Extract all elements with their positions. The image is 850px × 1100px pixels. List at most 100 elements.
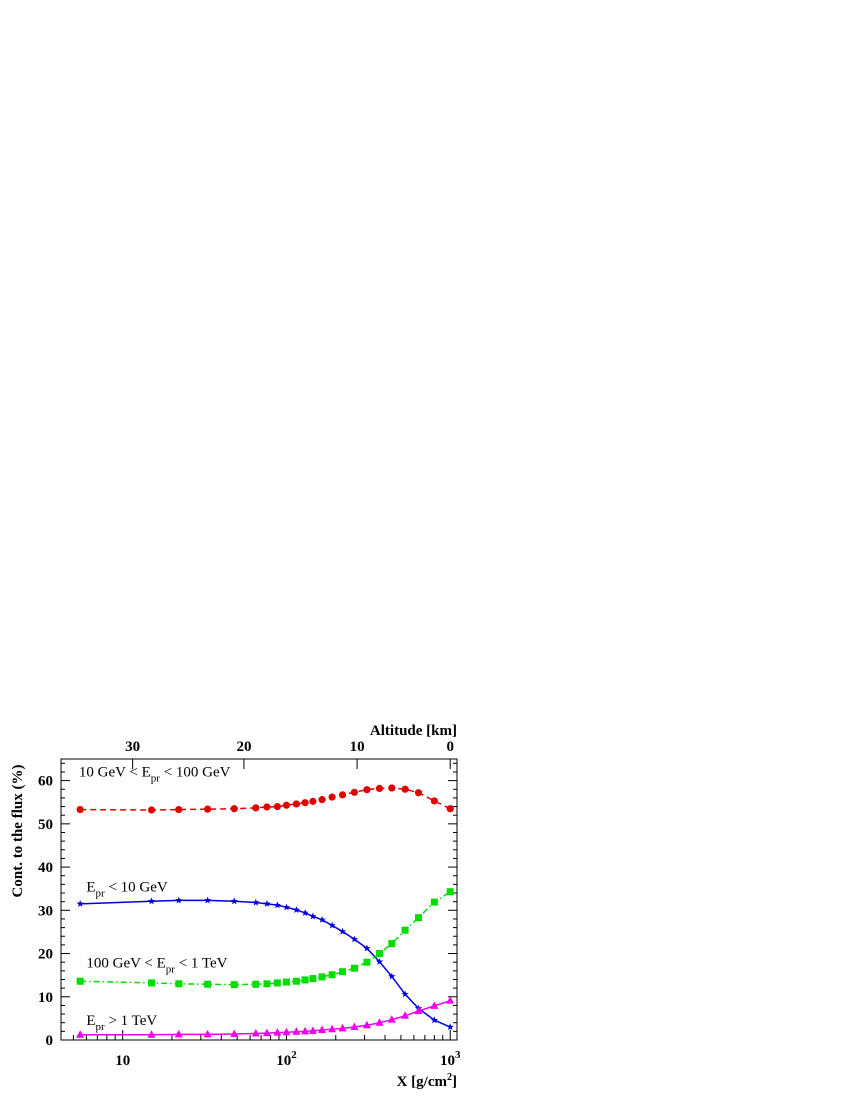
- data-point: [414, 789, 423, 797]
- y-tick-label: 0: [46, 1033, 54, 1049]
- data-point: [273, 802, 281, 811]
- data-point: [148, 979, 156, 987]
- series-3: Epr > 1 TeV: [76, 996, 455, 1038]
- data-point: [292, 906, 301, 913]
- data-point: [388, 972, 396, 980]
- data-point: [282, 978, 290, 986]
- data-point: [309, 797, 317, 805]
- series-label: Epr < 10 GeV: [86, 879, 168, 899]
- data-point: [301, 976, 309, 984]
- x-tick-label-base: 10: [440, 1053, 455, 1069]
- data-point: [350, 788, 359, 796]
- data-point: [301, 909, 309, 916]
- data-point: [76, 900, 84, 907]
- series-label: 10 GeV < Epr < 100 GeV: [79, 764, 231, 784]
- y-tick-label: 10: [38, 990, 53, 1006]
- y-axis-title: Cont. to the flux (%): [10, 765, 26, 898]
- x2-tick-label: 0: [446, 739, 454, 755]
- data-point: [350, 1022, 359, 1031]
- y-tick-label: 30: [38, 903, 53, 919]
- data-point: [446, 996, 455, 1004]
- data-point: [328, 921, 336, 929]
- data-point: [292, 977, 300, 985]
- x2-tick-label: 10: [350, 739, 365, 755]
- data-point: [318, 1025, 327, 1034]
- data-point: [263, 980, 271, 988]
- data-point: [430, 1016, 438, 1024]
- x2-tick-label: 20: [236, 739, 251, 755]
- data-point: [252, 980, 260, 988]
- data-point: [338, 927, 347, 935]
- x2-axis-title: Altitude [km]: [370, 723, 457, 739]
- data-point: [175, 805, 183, 814]
- data-point: [363, 944, 371, 952]
- data-point: [204, 980, 212, 988]
- data-point: [263, 803, 271, 811]
- x-tick-label-base: 10: [276, 1053, 291, 1069]
- data-point: [273, 901, 281, 909]
- axis-labels: Cont. to the flux (%) Altitude [km] X [g…: [10, 723, 457, 1090]
- x-axis-title-main: X [g/cm: [397, 1074, 448, 1090]
- data-point: [282, 801, 291, 809]
- data-point: [401, 785, 409, 793]
- data-point: [401, 926, 409, 934]
- series-label-text: E: [86, 879, 95, 895]
- series-label-text: 100 GeV < E: [86, 955, 165, 971]
- data-point: [375, 784, 384, 792]
- data-point: [147, 1030, 156, 1038]
- series-0: 10 GeV < Epr < 100 GeV: [76, 764, 454, 814]
- y-tick-label: 60: [38, 774, 53, 790]
- data-point: [263, 900, 271, 907]
- data-point: [301, 799, 309, 807]
- y-tick-label: 50: [38, 817, 53, 833]
- data-point: [338, 1023, 347, 1032]
- data-point: [363, 786, 371, 794]
- data-point: [446, 805, 454, 813]
- series-label-text: 10 GeV < E: [79, 764, 151, 780]
- x-axis-title-close: ]: [452, 1074, 457, 1090]
- data-point: [446, 888, 454, 896]
- data-point: [262, 1028, 271, 1037]
- data-point: [147, 806, 156, 814]
- data-point: [375, 1018, 384, 1026]
- data-point: [430, 1001, 439, 1009]
- data-point: [414, 914, 422, 922]
- data-point: [175, 980, 183, 988]
- x-tick-label-exponent: 2: [291, 1049, 297, 1061]
- data-point: [204, 805, 212, 813]
- series-label-text: < 100 GeV: [160, 764, 231, 780]
- x-axis-title-sup: 2: [447, 1072, 452, 1083]
- data-point: [76, 805, 84, 814]
- data-point: [230, 1029, 239, 1037]
- data-point: [338, 791, 347, 799]
- data-point: [282, 1027, 291, 1036]
- data-point: [174, 1029, 183, 1038]
- data-point: [251, 1029, 260, 1037]
- series-1: Epr < 10 GeV: [76, 879, 454, 1031]
- x-axis-title: X [g/cm2]: [397, 1072, 457, 1090]
- data-point: [308, 1026, 317, 1034]
- data-point: [388, 784, 396, 792]
- y-tick-label: 20: [38, 947, 53, 963]
- series-label-subscript: pr: [96, 1021, 106, 1033]
- data-point: [328, 793, 336, 801]
- data-point: [401, 1011, 410, 1019]
- data-point: [363, 958, 371, 966]
- x-tick-label: 103: [440, 1049, 461, 1069]
- data-point: [230, 897, 238, 905]
- data-point: [147, 897, 156, 905]
- data-point: [230, 981, 238, 989]
- data-point: [76, 1030, 85, 1038]
- data-point: [318, 916, 326, 923]
- data-point: [175, 896, 183, 904]
- data-point: [387, 1015, 396, 1023]
- x-tick-label-base: 10: [115, 1053, 130, 1069]
- data-point: [292, 1027, 301, 1035]
- data-point: [301, 1026, 310, 1035]
- x-tick-label: 10: [115, 1053, 130, 1069]
- data-point: [401, 990, 409, 998]
- data-point: [414, 1006, 423, 1015]
